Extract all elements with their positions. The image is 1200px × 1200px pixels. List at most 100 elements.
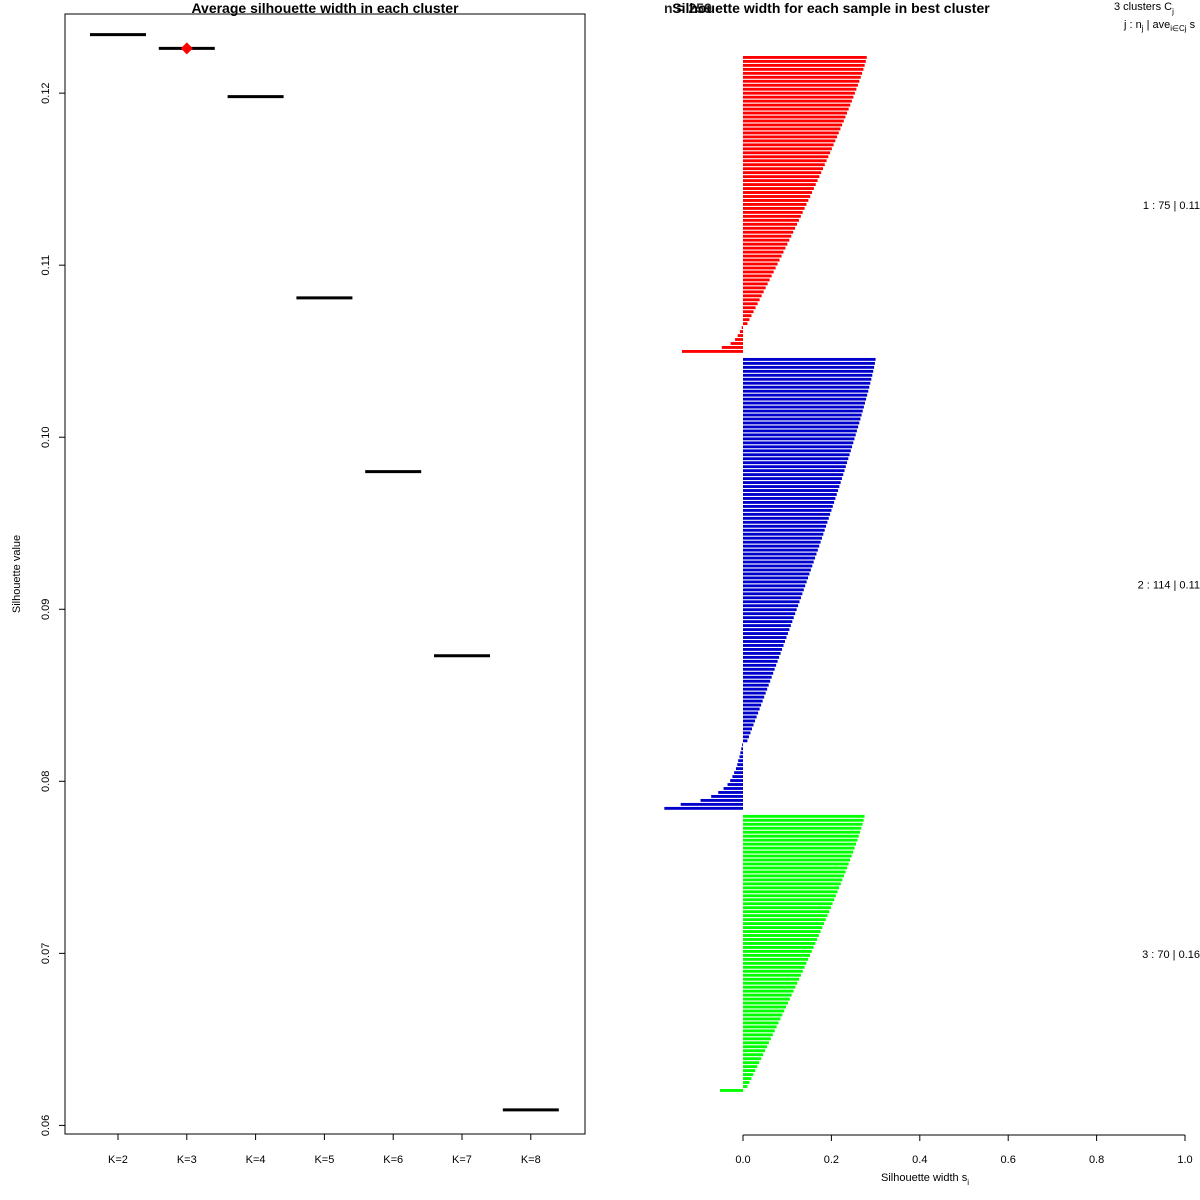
left-x-tick-label: K=8	[521, 1154, 541, 1166]
silhouette-bar-cluster-2	[743, 632, 788, 635]
left-y-tick-label: 0.10	[40, 427, 52, 448]
silhouette-bar-cluster-3	[743, 898, 835, 902]
silhouette-bar-cluster-2	[743, 568, 811, 572]
left-x-tick-label: K=7	[452, 1154, 472, 1166]
right-x-tick-label: 0.4	[912, 1154, 927, 1166]
silhouette-bar-cluster-3	[743, 874, 844, 878]
silhouette-bar-cluster-1	[743, 310, 754, 314]
silhouette-bar-cluster-2	[743, 735, 749, 739]
silhouette-bar-cluster-2	[743, 528, 825, 532]
silhouette-bar-cluster-2	[743, 548, 818, 552]
silhouette-bar-cluster-2	[743, 636, 787, 639]
silhouette-bar-cluster-3	[743, 858, 851, 862]
silhouette-bar-cluster-3	[743, 977, 800, 981]
silhouette-bar-cluster-2	[737, 763, 743, 767]
silhouette-bar-cluster-3	[743, 842, 856, 846]
silhouette-bar-cluster-3	[743, 1085, 748, 1088]
silhouette-bar-cluster-2	[743, 536, 822, 540]
right-x-tick-label: 0.6	[1001, 1154, 1016, 1166]
silhouette-bar-cluster-1	[743, 155, 829, 159]
silhouette-bar-cluster-1	[743, 278, 770, 282]
silhouette-bar-cluster-3	[743, 946, 814, 949]
right-x-tick-label: 1.0	[1177, 1154, 1192, 1166]
silhouette-bar-cluster-2	[743, 723, 754, 727]
silhouette-bar-cluster-2	[743, 600, 800, 604]
cluster-1-label: 1 : 75 | 0.11	[1143, 200, 1200, 212]
silhouette-bar-cluster-2	[743, 485, 840, 488]
silhouette-bar-cluster-3	[743, 902, 833, 906]
silhouette-bar-cluster-2	[743, 477, 842, 481]
silhouette-bar-cluster-2	[700, 798, 743, 802]
right-x-tick-label: 0.2	[824, 1154, 839, 1166]
silhouette-bar-cluster-1	[682, 350, 743, 353]
silhouette-bar-cluster-2	[743, 620, 793, 624]
silhouette-bar-cluster-1	[743, 290, 764, 294]
silhouette-bar-cluster-1	[743, 238, 790, 242]
silhouette-bar-cluster-1	[721, 346, 743, 349]
left-series	[90, 33, 559, 1112]
silhouette-bar-cluster-2	[743, 663, 777, 667]
silhouette-bar-cluster-3	[743, 846, 855, 850]
silhouette-bar-cluster-2	[743, 687, 768, 691]
silhouette-bar-cluster-1	[743, 214, 801, 218]
silhouette-bar-cluster-3	[743, 985, 796, 989]
silhouette-bar-cluster-3	[743, 1021, 779, 1025]
silhouette-bar-cluster-1	[743, 143, 834, 147]
silhouette-bar-cluster-2	[743, 739, 748, 743]
silhouette-bar-cluster-3	[743, 1061, 760, 1065]
silhouette-bar-cluster-3	[743, 965, 805, 969]
cluster-2-label: 2 : 114 | 0.11	[1138, 579, 1200, 591]
silhouette-bar-cluster-2	[743, 449, 851, 453]
silhouette-bar-cluster-1	[743, 306, 756, 310]
legend-header-line2-sub: j	[1141, 24, 1144, 33]
silhouette-bar-cluster-3	[743, 890, 838, 894]
legend-header-line2-mid: | ave	[1144, 19, 1171, 31]
silhouette-bar-cluster-3	[743, 850, 854, 854]
silhouette-bar-cluster-2	[743, 592, 803, 596]
right-chart-subtitle-overlap: n = 259	[664, 0, 712, 16]
silhouette-bar-cluster-2	[743, 377, 872, 381]
silhouette-bar-cluster-2	[743, 357, 876, 361]
silhouette-bar-cluster-1	[737, 334, 743, 337]
silhouette-bar-cluster-2	[743, 671, 774, 675]
silhouette-bar-cluster-2	[743, 397, 867, 401]
silhouette-bar-cluster-1	[743, 123, 843, 127]
silhouette-bar-cluster-1	[743, 71, 863, 75]
silhouette-bar-cluster-3	[743, 826, 862, 830]
silhouette-bar-cluster-3	[743, 989, 794, 993]
silhouette-bar-cluster-1	[743, 286, 766, 290]
silhouette-bar-cluster-2	[743, 556, 816, 560]
silhouette-bar-cluster-1	[743, 274, 772, 278]
silhouette-bar-cluster-2	[739, 755, 743, 759]
silhouette-bar-cluster-2	[743, 489, 839, 492]
legend-header-line2-sub2: i∈Cj	[1170, 24, 1187, 33]
silhouette-bar-cluster-3	[743, 918, 826, 922]
silhouette-bar-cluster-1	[743, 183, 816, 186]
silhouette-bar-cluster-1	[741, 326, 743, 330]
silhouette-bar-cluster-2	[743, 628, 790, 631]
silhouette-bar-cluster-3	[743, 1077, 752, 1080]
silhouette-bar-cluster-2	[743, 711, 759, 715]
silhouette-bar-cluster-3	[743, 997, 790, 1001]
silhouette-bar-cluster-2	[743, 644, 784, 647]
silhouette-bar-cluster-2	[743, 516, 829, 520]
silhouette-bar-cluster-2	[743, 651, 781, 655]
silhouette-bar-cluster-2	[727, 783, 743, 786]
silhouette-bar-cluster-3	[743, 1041, 769, 1045]
silhouette-bar-cluster-2	[743, 393, 868, 397]
silhouette-bar-cluster-1	[743, 107, 849, 111]
silhouette-bar-cluster-1	[743, 322, 748, 326]
silhouette-bar-cluster-1	[743, 91, 855, 95]
silhouette-bar-cluster-3	[743, 822, 863, 826]
silhouette-bar-cluster-3	[743, 957, 809, 961]
silhouette-bar-cluster-3	[743, 934, 819, 937]
silhouette-bar-cluster-2	[743, 580, 807, 584]
silhouette-bar-cluster-2	[743, 667, 775, 671]
left-y-axis: 0.06 0.07 0.08 0.09 0.10 0.11 0.12	[40, 82, 65, 1136]
silhouette-bar-cluster-2	[711, 795, 743, 798]
silhouette-bar-cluster-1	[743, 195, 811, 198]
silhouette-bar-cluster-2	[743, 385, 870, 389]
left-y-axis-label: Silhouette value	[11, 535, 23, 613]
silhouette-bar-cluster-1	[730, 342, 743, 345]
silhouette-bar-cluster-1	[743, 79, 860, 83]
